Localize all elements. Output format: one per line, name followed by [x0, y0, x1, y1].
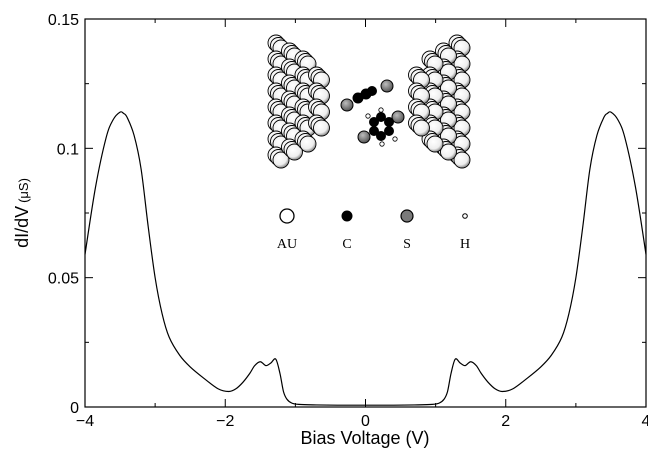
y-tick-label: 0 — [70, 400, 79, 417]
legend-marker-au — [279, 208, 295, 224]
molecular-junction-inset — [267, 34, 471, 169]
didv-curve — [84, 111, 647, 406]
legend-label-c: C — [342, 237, 351, 252]
hydrogen-atom — [392, 136, 398, 142]
hydrogen-atom — [379, 141, 385, 147]
sulfur-atom — [340, 98, 354, 112]
plot-frame — [84, 18, 647, 408]
x-axis-label: Bias Voltage (V) — [300, 428, 429, 448]
sulfur-atom — [357, 130, 371, 144]
x-tick-label: 4 — [642, 413, 648, 430]
x-tick-label: −4 — [76, 413, 94, 430]
gold-atom — [272, 151, 290, 169]
svg-text:dI/dV(μS): dI/dV (μS) — [12, 178, 32, 248]
carbon-atom — [384, 126, 394, 136]
y-tick-label: 0.15 — [48, 12, 79, 29]
x-tick-label: −2 — [216, 413, 234, 430]
legend-marker-c — [341, 210, 353, 222]
hydrogen-atom — [365, 113, 371, 119]
gold-atom — [426, 135, 444, 153]
left-gold-electrode — [267, 34, 330, 169]
atom-legend: AU C S H — [277, 208, 470, 252]
x-tick-label: 2 — [501, 413, 510, 430]
carbon-atom — [376, 112, 386, 122]
carbon-atom — [376, 131, 386, 141]
legend-label-au: AU — [277, 237, 297, 252]
y-tick-label: 0.05 — [48, 271, 79, 288]
carbon-atom — [367, 86, 377, 96]
gold-atom — [413, 119, 430, 137]
gold-atom — [286, 143, 303, 161]
molecule-atoms — [340, 79, 405, 147]
y-axis-label: dI/dV (μS) — [12, 178, 32, 248]
legend-label-s: S — [403, 237, 411, 252]
gold-atom — [440, 143, 457, 161]
carbon-atom — [384, 117, 394, 127]
carbon-atom — [369, 126, 379, 136]
sulfur-atom — [391, 110, 405, 124]
hydrogen-atom — [378, 107, 384, 113]
gold-atom — [453, 151, 471, 169]
sulfur-atom — [380, 79, 394, 93]
y-tick-label: 0.1 — [57, 141, 79, 158]
gold-atom — [299, 135, 317, 153]
x-tick-label: 0 — [361, 413, 370, 430]
y-axis-label-unit: (μS) — [16, 178, 31, 203]
legend-marker-h — [462, 213, 468, 219]
gold-atom — [313, 119, 330, 137]
legend-label-h: H — [460, 237, 470, 252]
y-axis-label-main: dI/dV — [12, 206, 32, 248]
legend-marker-s — [400, 209, 414, 223]
right-gold-electrode — [408, 34, 471, 169]
